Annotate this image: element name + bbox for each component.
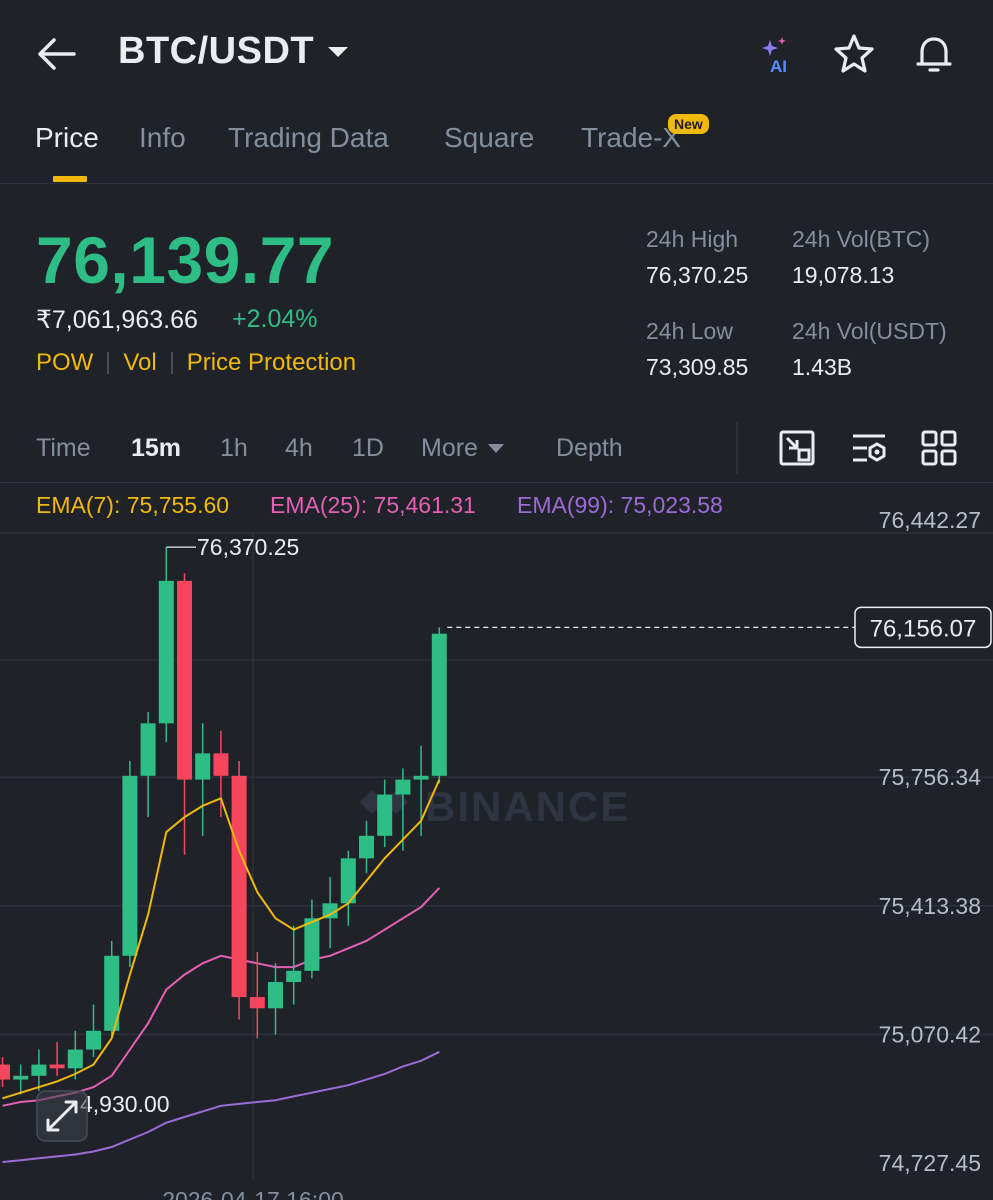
caret-down-icon [487, 444, 504, 453]
high-label: 24h High [646, 226, 739, 252]
candle-body [104, 955, 120, 1031]
vol-usdt-label: 24h Vol(USDT) [792, 318, 947, 344]
time-axis-label: 2026-04-17 16:00 [162, 1187, 344, 1200]
depth-tab[interactable]: Depth [556, 434, 623, 462]
candle-body [140, 723, 156, 776]
tab-active-indicator [53, 176, 87, 182]
candle-body [413, 775, 429, 780]
tag-price-protection[interactable]: Price Protection [186, 349, 357, 376]
interval-time[interactable]: Time [36, 434, 91, 462]
chevron-down-icon [328, 46, 349, 57]
y-axis-label: 75,756.34 [879, 764, 982, 790]
tag-pow[interactable]: POW [36, 349, 94, 376]
star-icon[interactable] [832, 32, 876, 76]
tab-square[interactable]: Square [444, 122, 535, 153]
low-value: 73,309.85 [646, 354, 749, 380]
tag-row: POW Vol Price Protection [36, 349, 356, 377]
y-axis-label: 74,727.45 [879, 1150, 981, 1176]
tab-info[interactable]: Info [139, 122, 186, 153]
tab-bar: Price Info Trading Data Square Trade-X [0, 110, 993, 184]
pair-title: BTC/USDT [118, 30, 315, 72]
ema25-line [2, 887, 441, 1107]
watermark-text: BINANCE [425, 783, 630, 830]
divider [0, 482, 993, 483]
interval-more-label: More [421, 434, 478, 462]
tab-trade-x[interactable]: Trade-X [581, 122, 682, 153]
candle-body [322, 903, 338, 919]
candle-body [395, 779, 411, 795]
candle-body [304, 918, 320, 971]
candle-body [431, 633, 447, 776]
divider [736, 422, 738, 474]
candle-body [268, 982, 283, 1009]
high-marker-label: 76,370.25 [197, 534, 299, 560]
interval-4h[interactable]: 4h [285, 434, 313, 462]
low-marker-label: 4,930.00 [80, 1091, 170, 1117]
vol-usdt-value: 1.43B [792, 354, 853, 380]
pair-selector[interactable]: BTC/USDT [118, 30, 349, 73]
price-change-percent: +2.04% [232, 305, 318, 333]
tab-price[interactable]: Price [35, 122, 99, 153]
candle-body [213, 753, 229, 776]
header: BTC/USDT AI [0, 0, 993, 110]
new-badge: New [668, 114, 709, 134]
ema99-line [2, 1050, 440, 1163]
ai-sparkle-icon[interactable]: AI [756, 32, 800, 76]
high-value: 76,370.25 [646, 262, 749, 288]
expand-arrows-icon [46, 1100, 78, 1132]
candle-body [31, 1064, 47, 1076]
candle-body [340, 858, 356, 904]
candle-body [67, 1049, 83, 1069]
low-label: 24h Low [646, 318, 733, 344]
tab-trading-data[interactable]: Trading Data [228, 122, 389, 153]
current-price-label: 76,156.07 [870, 615, 977, 642]
interval-15m[interactable]: 15m [131, 434, 182, 462]
ema99-legend: EMA(99): 75,023.58 [517, 492, 723, 518]
candle-body [195, 753, 211, 780]
current-price-box [854, 606, 992, 649]
candle-body [231, 775, 247, 998]
grid-layout-icon[interactable] [919, 428, 959, 468]
bell-icon[interactable] [912, 32, 956, 76]
expand-chart-icon[interactable] [777, 428, 817, 468]
last-price: 76,139.77 [36, 223, 335, 297]
y-axis-label: 75,070.42 [879, 1021, 981, 1047]
candle-body [377, 794, 393, 836]
fiat-price: ₹7,061,963.66 [36, 306, 198, 334]
interval-1h[interactable]: 1h [220, 434, 248, 462]
svg-text:AI: AI [770, 57, 787, 76]
ema7-line [2, 779, 441, 1100]
candle-body [0, 1064, 10, 1080]
tag-vol[interactable]: Vol [123, 349, 157, 376]
y-axis-label: 76,442.27 [879, 507, 981, 533]
interval-bar: Time 15m 1h 4h 1D More Depth [0, 420, 993, 480]
candle-body [177, 580, 192, 780]
candle-body [249, 997, 265, 1009]
y-axis-label: 75,413.38 [879, 893, 981, 919]
candlestick-chart[interactable]: BINANCE 76,442.27 75,756.34 75,413.38 75,070… [0, 490, 993, 1200]
candle-body [13, 1075, 29, 1080]
candle-body [158, 580, 174, 724]
ema7-legend: EMA(7): 75,755.60 [36, 492, 230, 518]
ema25-legend: EMA(25): 75,461.31 [270, 492, 476, 518]
indicator-settings-icon[interactable] [849, 428, 889, 468]
candle-body [86, 1030, 101, 1050]
tag-divider [107, 352, 110, 374]
back-arrow-icon[interactable] [36, 34, 80, 74]
candle-body [286, 970, 302, 983]
tag-divider [170, 352, 173, 374]
vol-btc-label: 24h Vol(BTC) [792, 226, 931, 252]
interval-more[interactable]: More [421, 434, 504, 463]
interval-1d[interactable]: 1D [352, 434, 384, 462]
candle-body [122, 775, 138, 956]
candle-body [49, 1064, 65, 1069]
candle-body [359, 835, 374, 859]
vol-btc-value: 19,078.13 [792, 262, 895, 288]
